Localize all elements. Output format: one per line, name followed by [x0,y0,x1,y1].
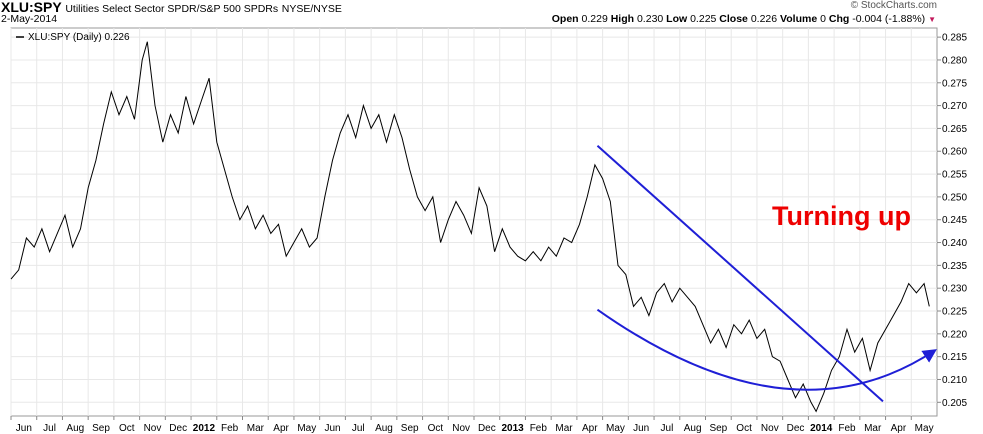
high-value: 0.230 [636,13,664,25]
y-tick-label: 0.225 [942,307,967,318]
x-tick-label: Sep [401,423,419,434]
open-label: Open [551,13,579,25]
x-tick-label: Mar [864,423,882,434]
y-tick-label: 0.245 [942,215,967,226]
x-tick-label: Jun [324,423,340,434]
open-value: 0.229 [581,13,608,25]
downtrend-line [596,145,884,403]
x-tick-label: May [606,423,625,434]
chart-title: XLU:SPY Utilities Select Sector SPDR/S&P… [1,0,342,15]
x-tick-label: Oct [119,423,135,434]
x-tick-label: Nov [761,423,779,434]
x-tick-label: Mar [247,423,265,434]
y-tick-label: 0.270 [942,101,967,112]
x-tick-label: Nov [144,423,162,434]
x-tick-label: Nov [452,423,470,434]
x-tick-label: 2013 [501,423,524,434]
x-tick-label: Jul [43,423,56,434]
chg-value: -0.004 (-1.88%) [852,13,926,25]
y-tick-label: 0.215 [942,352,967,363]
x-tick-label: Dec [478,423,496,434]
x-tick-label: Sep [709,423,727,434]
low-value: 0.225 [690,13,717,25]
down-triangle-icon: ▼ [928,15,936,24]
x-tick-label: May [297,423,316,434]
x-tick-label: Dec [787,423,805,434]
x-tick-label: Apr [273,423,289,434]
quote-summary: Open 0.229 High 0.230 Low 0.225 Close 0.… [552,13,936,25]
symbol-description: Utilities Select Sector SPDR/S&P 500 SPD… [65,3,279,15]
y-tick-label: 0.250 [942,192,967,203]
bottoming-curve-arrow [596,308,937,391]
y-tick-label: 0.210 [942,375,967,386]
x-tick-label: Aug [375,423,393,434]
high-label: High [610,13,635,25]
symbol-label: XLU:SPY [1,0,62,15]
legend-label: XLU:SPY (Daily) 0.226 [28,32,130,43]
x-tick-label: Oct [736,423,752,434]
x-tick-label: Jul [661,423,674,434]
y-tick-label: 0.255 [942,170,967,181]
x-tick-label: Sep [92,423,110,434]
close-value: 0.226 [750,13,778,25]
x-tick-label: May [915,423,934,434]
y-tick-label: 0.260 [942,147,967,158]
x-tick-label: Jun [633,423,649,434]
x-tick-label: 2012 [193,423,216,434]
series-line [10,41,930,413]
low-label: Low [666,13,688,25]
y-tick-label: 0.205 [942,398,967,409]
y-tick-label: 0.265 [942,124,967,135]
y-tick-label: 0.285 [942,33,967,44]
x-tick-label: Feb [530,423,548,434]
y-tick-label: 0.275 [942,78,967,89]
chart-date: 2-May-2014 [1,13,58,25]
y-tick-label: 0.280 [942,55,967,66]
x-tick-label: Mar [555,423,573,434]
volume-label: Volume [780,13,818,25]
x-tick-label: Aug [684,423,702,434]
y-tick-label: 0.235 [942,261,967,272]
x-tick-label: Apr [891,423,907,434]
y-tick-label: 0.230 [942,284,967,295]
x-tick-label: Jun [16,423,32,434]
x-tick-label: Feb [838,423,856,434]
x-tick-label: Aug [66,423,84,434]
x-tick-label: 2014 [810,423,833,434]
exchange-label: NYSE/NYSE [281,3,342,15]
chg-label: Chg [828,13,850,25]
x-tick-label: Oct [428,423,444,434]
brand-watermark: © StockCharts.com [850,0,937,11]
annotation-turning-up: Turning up [772,201,911,231]
x-tick-label: Jul [352,423,365,434]
x-tick-label: Feb [221,423,239,434]
x-tick-label: Apr [582,423,598,434]
y-tick-label: 0.220 [942,329,967,340]
close-label: Close [719,13,748,25]
y-tick-label: 0.240 [942,238,967,249]
volume-value: 0 [820,13,826,25]
x-tick-label: Dec [169,423,187,434]
